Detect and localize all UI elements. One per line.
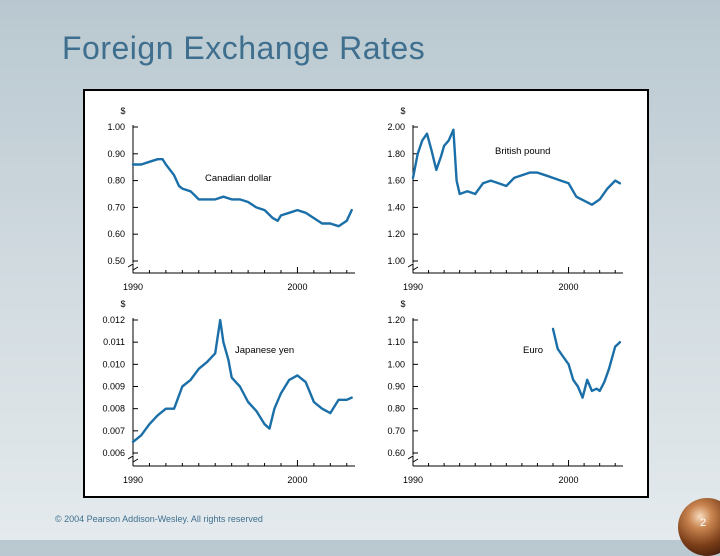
japanese-yen-y-tick-label: 0.006 bbox=[102, 448, 125, 458]
british-pound-y-tick-label: 1.40 bbox=[387, 202, 405, 212]
british-pound-series-line bbox=[411, 128, 622, 206]
japanese-yen-unit-label: $ bbox=[120, 299, 125, 309]
euro-y-tick-label: 0.70 bbox=[387, 426, 405, 436]
euro-y-tick-label: 0.90 bbox=[387, 382, 405, 392]
canadian-dollar-unit-label: $ bbox=[120, 106, 125, 116]
slide-title: Foreign Exchange Rates bbox=[62, 30, 426, 66]
japanese-yen-series-line bbox=[131, 318, 353, 444]
canadian-dollar-y-tick-label: 0.70 bbox=[107, 202, 125, 212]
british-pound-y-tick-label: 2.00 bbox=[387, 122, 405, 132]
british-pound-y-tick-label: 1.20 bbox=[387, 229, 405, 239]
british-pound-y-tick-label: 1.60 bbox=[387, 176, 405, 186]
japanese-yen-x-tick-label: 2000 bbox=[287, 475, 307, 485]
british-pound-y-tick-label: 1.80 bbox=[387, 149, 405, 159]
canadian-dollar-y-tick-label: 0.50 bbox=[107, 256, 125, 266]
euro-y-tick-label: 0.80 bbox=[387, 404, 405, 414]
euro-y-tick-label: 1.10 bbox=[387, 337, 405, 347]
euro-unit-label: $ bbox=[400, 299, 405, 309]
british-pound-unit-label: $ bbox=[400, 106, 405, 116]
canadian-dollar-y-tick-label: 0.60 bbox=[107, 229, 125, 239]
canadian-dollar-series-line bbox=[131, 158, 353, 228]
japanese-yen-y-tick-label: 0.009 bbox=[102, 382, 125, 392]
japanese-yen-panel-label: Japanese yen bbox=[235, 345, 294, 356]
euro-axis-break bbox=[407, 455, 419, 463]
page-number: 2 bbox=[700, 517, 707, 529]
canadian-dollar-x-tick-label: 2000 bbox=[287, 282, 307, 292]
euro-y-tick-label: 1.20 bbox=[387, 315, 405, 325]
japanese-yen-axis-break bbox=[127, 455, 139, 463]
japanese-yen-x-tick-label: 1990 bbox=[123, 475, 143, 485]
charts-svg: 1.00 0.90 0.80 0.70 0.60 0.50 1990 2000 $ Canadia… bbox=[102, 106, 623, 485]
british-pound-y-tick-label: 1.00 bbox=[387, 256, 405, 266]
canadian-dollar-panel-label: Canadian dollar bbox=[205, 173, 272, 184]
globe-icon bbox=[678, 498, 720, 556]
euro-y-tick-label: 1.00 bbox=[387, 359, 405, 369]
copyright-notice: © 2004 Pearson Addison-Wesley. All right… bbox=[55, 514, 263, 524]
japanese-yen-y-tick-label: 0.012 bbox=[102, 315, 125, 325]
japanese-yen-y-tick-label: 0.007 bbox=[102, 426, 125, 436]
canadian-dollar-y-tick-label: 0.80 bbox=[107, 176, 125, 186]
euro-x-tick-label: 1990 bbox=[403, 475, 423, 485]
canadian-dollar-y-tick-label: 1.00 bbox=[107, 122, 125, 132]
euro-panel-label: Euro bbox=[523, 345, 543, 356]
canadian-dollar-x-tick-label: 1990 bbox=[123, 282, 143, 292]
figure-frame: 1.00 0.90 0.80 0.70 0.60 0.50 1990 2000 $ Canadia… bbox=[83, 89, 649, 498]
british-pound-x-tick-label: 2000 bbox=[559, 282, 579, 292]
british-pound-x-tick-label: 1990 bbox=[403, 282, 423, 292]
japanese-yen-y-tick-label: 0.011 bbox=[103, 337, 125, 347]
euro-x-tick-label: 2000 bbox=[559, 475, 579, 485]
euro-y-tick-label: 0.60 bbox=[387, 448, 405, 458]
euro-series-line bbox=[551, 327, 622, 399]
japanese-yen-y-tick-label: 0.008 bbox=[102, 404, 125, 414]
british-pound-panel-label: British pound bbox=[495, 146, 550, 157]
canadian-dollar-y-tick-label: 0.90 bbox=[107, 149, 125, 159]
japanese-yen-y-tick-label: 0.010 bbox=[102, 359, 125, 369]
